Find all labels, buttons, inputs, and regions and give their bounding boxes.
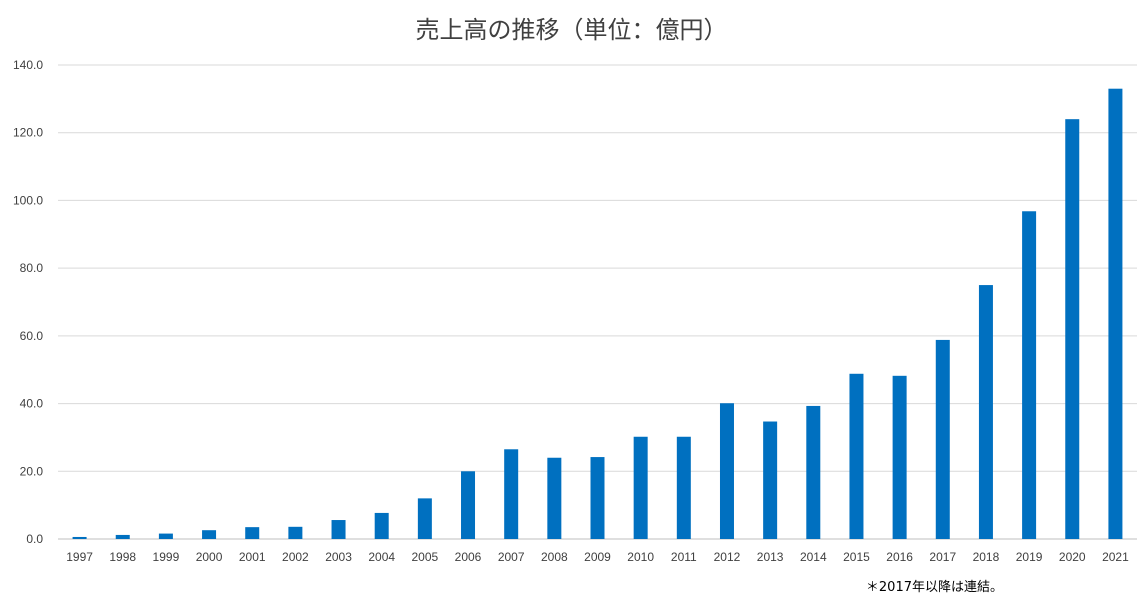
bar-2012 [719,403,734,539]
x-tick-label: 1997 [66,550,93,564]
x-tick-label: 2011 [671,550,697,564]
x-tick-label: 2001 [239,550,266,564]
bar-2010 [633,436,648,539]
bar-2014 [806,405,821,539]
bar-2016 [892,375,907,539]
x-tick-label: 2014 [800,550,827,564]
x-tick-label: 2009 [584,550,611,564]
bar-2005 [417,498,432,539]
bar-2001 [245,527,260,539]
x-tick-label: 2016 [886,550,913,564]
x-tick-label: 2002 [282,550,309,564]
bar-2017 [935,339,950,539]
bar-2004 [374,512,389,539]
x-tick-label: 2005 [412,550,439,564]
y-tick-label: 40.0 [20,397,44,411]
x-tick-label: 2006 [455,550,482,564]
bar-2021 [1108,88,1123,539]
x-tick-label: 2013 [757,550,784,564]
x-tick-label: 2019 [1016,550,1043,564]
y-tick-label: 120.0 [13,126,43,140]
bar-2007 [504,449,519,539]
x-tick-label: 2003 [325,550,352,564]
bar-2003 [331,520,346,539]
y-tick-label: 100.0 [13,193,43,207]
bar-1997 [72,536,87,539]
chart-title: 売上高の推移（単位：億円） [415,16,728,44]
x-tick-label: 2004 [368,550,395,564]
bar-2015 [849,373,864,539]
x-tick-label: 2021 [1102,550,1129,564]
x-tick-label: 1998 [109,550,136,564]
x-tick-label: 2015 [843,550,870,564]
y-tick-label: 20.0 [20,464,44,478]
x-tick-label: 2007 [498,550,525,564]
y-tick-label: 60.0 [20,329,44,343]
x-tick-label: 2018 [973,550,1000,564]
bar-2013 [763,421,778,539]
x-tick-label: 1999 [153,550,180,564]
x-tick-label: 2008 [541,550,568,564]
bar-1999 [158,533,173,539]
bar-2006 [461,471,476,539]
bars [72,88,1123,540]
y-tick-label: 140.0 [13,58,43,72]
x-tick-label: 2012 [714,550,741,564]
x-tick-label: 2020 [1059,550,1086,564]
x-tick-label: 2017 [929,550,956,564]
x-tick-label: 2000 [196,550,223,564]
bar-1998 [115,534,130,539]
y-tick-label: 80.0 [20,261,44,275]
bar-2009 [590,457,605,539]
bar-2018 [978,285,993,539]
bar-2000 [202,530,217,539]
x-tick-label: 2010 [627,550,654,564]
y-tick-label: 0.0 [26,532,43,546]
bar-2019 [1022,211,1037,539]
bar-2008 [547,457,562,539]
x-axis: 1997 1998 1999 2000 2001 2002 2003 2004 2005 2006… [66,550,1129,564]
bar-2011 [676,436,691,539]
chart-footnote: ＊2017年以降は連結。 [865,580,1003,595]
bar-2020 [1065,119,1080,540]
y-axis: 0.0 20.0 40.0 60.0 80.0 100.0 120.0 140.0 [13,58,43,546]
bar-2002 [288,526,303,539]
